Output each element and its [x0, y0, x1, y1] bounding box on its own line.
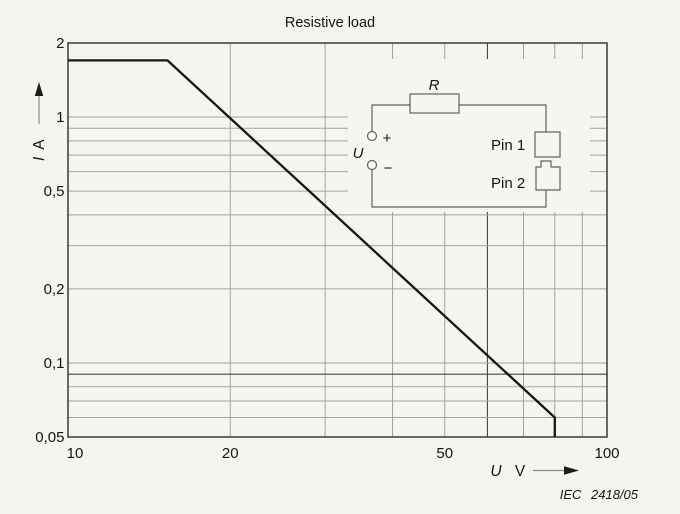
x-axis-label: U V	[490, 463, 579, 480]
plus-sign: +	[383, 130, 392, 147]
x-axis-unit: V	[515, 463, 526, 480]
pin2-label: Pin 2	[491, 175, 525, 192]
y-tick-label: 0,05	[35, 429, 64, 446]
x-tick-label: 10	[67, 445, 84, 462]
y-axis-label-text: IA	[31, 139, 48, 161]
y-tick-label: 0,5	[44, 183, 65, 200]
y-axis-label: IA	[31, 82, 48, 161]
plot-border	[67, 42, 608, 438]
wire-resistor-to-pin1	[459, 104, 547, 132]
chart-title: Resistive load	[285, 15, 375, 31]
wire-pin2-to-source	[371, 169, 547, 208]
source-minus-terminal	[366, 159, 378, 171]
pin1-label: Pin 1	[491, 137, 525, 154]
y-tick-label: 2	[56, 35, 64, 52]
pin2-contact-symbol	[535, 160, 561, 191]
source-voltage-label: U	[353, 145, 364, 162]
figure-caption: IEC 2418/05	[560, 487, 639, 502]
circuit-diagram: R U + − Pin 1 Pin 2	[353, 77, 561, 208]
y-tick-label: 1	[56, 109, 64, 126]
load-curve	[68, 59, 556, 437]
up-arrow-icon	[34, 82, 44, 96]
wire-source-to-resistor	[371, 104, 410, 132]
circuit-inset-panel	[348, 59, 590, 212]
curve-layer	[68, 59, 556, 437]
pin1-contact-symbol	[534, 131, 561, 158]
resistor-label: R	[429, 77, 440, 94]
minus-sign: −	[384, 160, 393, 177]
resistor-symbol	[409, 93, 460, 114]
y-tick-label: 0,2	[44, 281, 65, 298]
x-tick-label: 100	[594, 445, 619, 462]
right-arrow-icon	[564, 466, 579, 475]
x-tick-label: 20	[222, 445, 239, 462]
x-tick-label: 50	[436, 445, 453, 462]
y-tick-label: 0,1	[44, 355, 65, 372]
x-axis-symbol: U	[490, 463, 502, 480]
tick-layer: 10 20 50 100 2 1 0,5 0,2 0,1 0,05	[35, 35, 619, 462]
source-plus-terminal	[366, 130, 378, 142]
